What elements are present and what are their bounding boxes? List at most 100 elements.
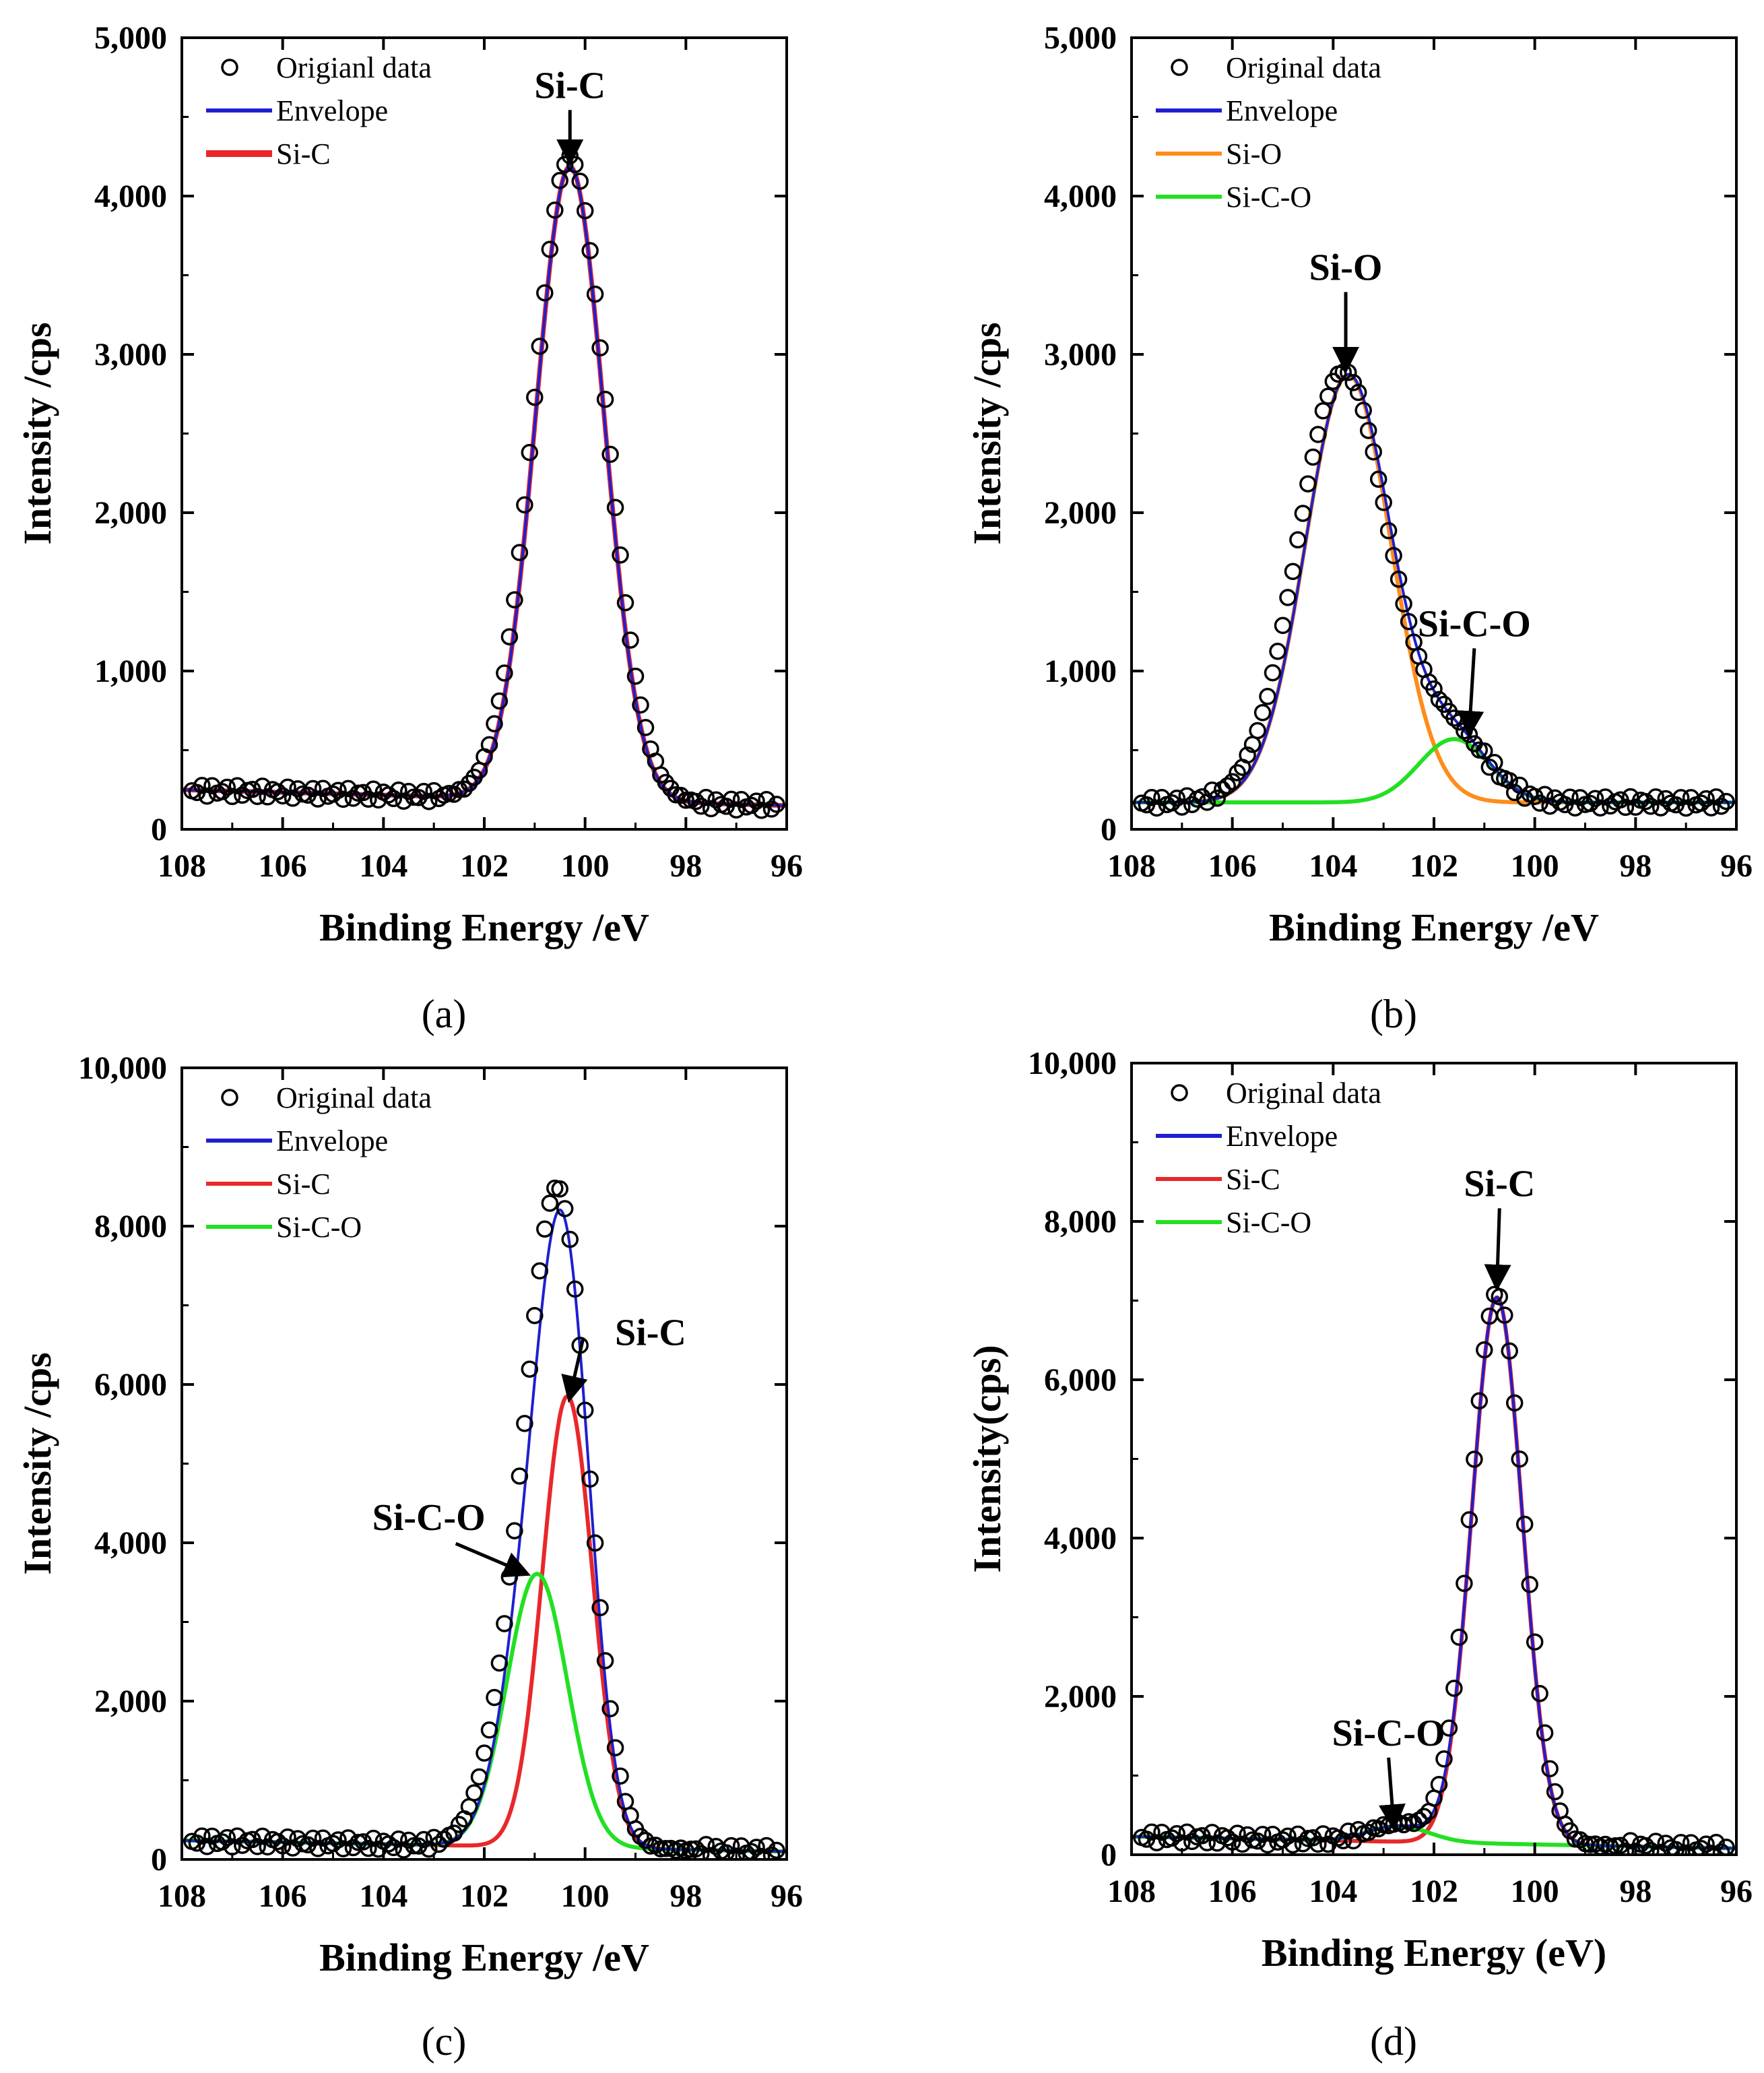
data-point [581, 242, 599, 259]
data-point [1476, 1341, 1493, 1359]
y-tick-label: 3,000 [94, 337, 167, 373]
x-tick-label: 100 [1511, 848, 1559, 884]
data-point [1622, 788, 1639, 806]
y-tick-label: 1,000 [94, 653, 167, 689]
y-tick-label: 2,000 [1044, 495, 1117, 531]
data-point [309, 790, 327, 808]
data-point [1677, 1844, 1695, 1855]
x-tick-label: 96 [1720, 1874, 1753, 1909]
data-point [1531, 794, 1548, 812]
x-tick-label: 102 [460, 848, 509, 884]
data-point [758, 791, 775, 808]
annotation-label: Si-C [615, 1312, 686, 1353]
data-point [1515, 1515, 1534, 1533]
data-point [606, 1739, 624, 1756]
data-point [1264, 664, 1282, 682]
data-point [632, 696, 649, 714]
data-point [622, 631, 639, 649]
data-point [1672, 1834, 1690, 1851]
data-point [455, 780, 473, 798]
data-point [496, 1615, 513, 1632]
data-point [329, 1831, 347, 1849]
data-point [1279, 589, 1297, 606]
data-point [1229, 764, 1246, 782]
chart-panel-3: 108 106 104 102 100 98 96 0 2,000 4,000 6,000 8,000… [15, 1050, 803, 2064]
x-tick-label: 106 [259, 1878, 307, 1914]
data-point [1208, 790, 1226, 807]
data-point [1566, 799, 1584, 817]
data-point [576, 201, 594, 220]
data-point [1319, 387, 1337, 405]
panel-label: (d) [1370, 2019, 1417, 2064]
x-tick-label: 104 [1309, 848, 1357, 884]
data-point [722, 790, 740, 808]
data-point [1672, 789, 1690, 806]
legend-label: Si-O [1226, 137, 1282, 170]
data-point [1375, 494, 1392, 511]
data-point [486, 1688, 503, 1707]
y-tick-label: 10,000 [78, 1050, 167, 1086]
data-point [1692, 1839, 1710, 1855]
plot-area [1132, 363, 1736, 817]
data-point [304, 779, 322, 798]
x-tick-label: 102 [1410, 848, 1458, 884]
data-point [591, 1599, 609, 1617]
annotation-arrow [1378, 1757, 1406, 1832]
data-point [692, 797, 710, 815]
y-tick-label: 3,000 [1044, 337, 1117, 373]
x-tick-label: 108 [1107, 848, 1156, 884]
data-point [586, 1534, 604, 1552]
x-tick-label: 100 [561, 1878, 610, 1914]
x-tick-label: 100 [561, 848, 610, 884]
data-point [616, 594, 634, 612]
data-point [672, 786, 690, 804]
data-point [752, 802, 771, 819]
x-tick-label: 98 [669, 1878, 702, 1914]
data-point [762, 800, 781, 818]
y-tick-label: 4,000 [94, 179, 167, 214]
data-point [1284, 563, 1302, 580]
data-point [390, 1830, 407, 1848]
data-point [1198, 1834, 1216, 1851]
y-axis-title: Intensity /cps [965, 322, 1009, 544]
data-point [612, 1767, 629, 1785]
plot-area [1132, 1285, 1736, 1855]
data-point [546, 201, 564, 219]
data-point [1581, 794, 1599, 812]
data-point [273, 787, 292, 805]
data-point [430, 1835, 448, 1853]
data-point [339, 779, 357, 798]
data-point [677, 792, 695, 809]
data-point [1642, 1841, 1660, 1855]
data-point [1622, 1832, 1639, 1849]
data-point [531, 338, 549, 355]
y-tick-label: 5,000 [94, 20, 167, 56]
data-point [561, 1230, 579, 1248]
data-point [1435, 1750, 1453, 1768]
data-point [486, 715, 503, 733]
data-point [748, 1839, 765, 1856]
data-point [1284, 1836, 1302, 1854]
data-point [1697, 1835, 1715, 1853]
chart-panel-4: 108 106 104 102 100 98 96 0 2,000 4,000 6,000 8,000… [965, 1046, 1753, 2064]
data-point [1314, 1825, 1332, 1843]
data-point [727, 1847, 745, 1859]
data-point [480, 736, 498, 754]
series-line-envelope [1132, 1296, 1736, 1850]
legend-label: Si-C [276, 1168, 331, 1201]
data-point [198, 1838, 216, 1855]
data-point [531, 1262, 549, 1280]
plot-frame [181, 36, 788, 831]
data-point [1702, 1845, 1720, 1855]
data-point [214, 1833, 231, 1851]
annotation-label: Si-C-O [1418, 603, 1531, 645]
data-point [390, 782, 407, 799]
series-line-envelope [182, 165, 787, 807]
data-point [1541, 1760, 1559, 1778]
data-point [1616, 798, 1635, 817]
data-point [329, 782, 347, 799]
y-tick-label: 0 [1101, 1837, 1117, 1873]
annotation-label: Si-C [534, 65, 606, 106]
data-point [601, 445, 619, 464]
data-point [752, 1847, 771, 1859]
